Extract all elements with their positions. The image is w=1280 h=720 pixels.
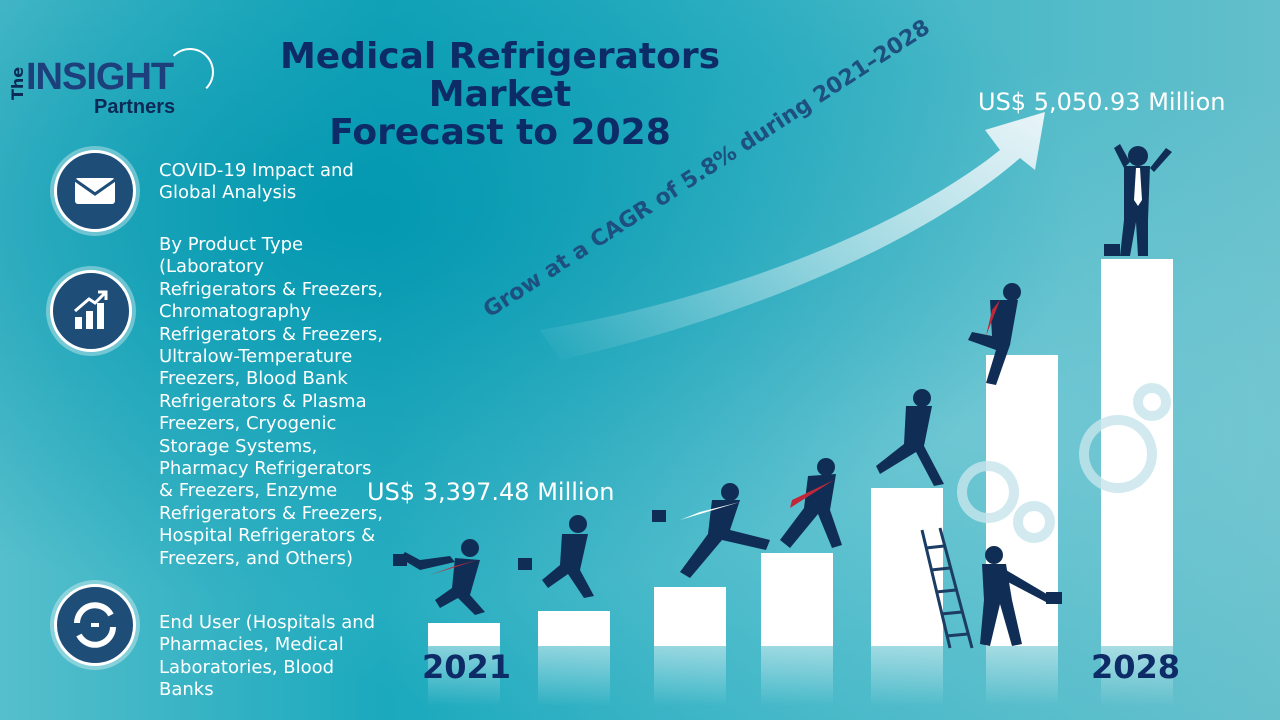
growth-chart-icon [50,270,132,352]
logo-arc [166,48,214,96]
step-bar [654,587,726,646]
section-covid: COVID-19 Impact and Global Analysis [159,160,354,204]
start-year: 2021 [422,648,512,686]
step-bar-reflection [654,646,726,706]
step-bar-reflection [761,646,833,706]
company-logo: INSIGHT The Partners [6,48,216,122]
step-bar [538,611,610,646]
title-line-1: Medical Refrigerators [279,36,721,77]
section-end-user: End User (Hospitals and Pharmacies, Medi… [159,612,376,701]
ladder-icon [920,527,974,649]
figure-group [393,144,1172,646]
step-bar-reflection [428,646,500,706]
end-value: US$ 5,050.93 Million [978,88,1226,116]
gear-icon [957,383,1171,543]
step-bar-reflection [538,646,610,706]
handshake-icon [54,584,136,666]
title-line-3: Forecast to 2028 [329,112,671,153]
page-title: Medical Refrigerators Market Forecast to… [240,38,760,152]
step-bar-reflection [871,646,943,706]
step-bar-reflection [986,646,1058,706]
logo-insight: INSIGHT [26,56,174,98]
logo-partners: Partners [94,96,176,118]
section-product-type: By Product Type (Laboratory Refrigerator… [159,234,383,569]
step-bar [1101,259,1173,646]
start-value: US$ 3,397.48 Million [367,478,615,506]
end-year: 2028 [1091,648,1181,686]
step-bar [428,623,500,646]
envelope-icon [54,150,136,232]
step-bar [761,553,833,646]
title-line-2: Market [428,74,572,115]
step-bar-reflection [1101,646,1173,706]
